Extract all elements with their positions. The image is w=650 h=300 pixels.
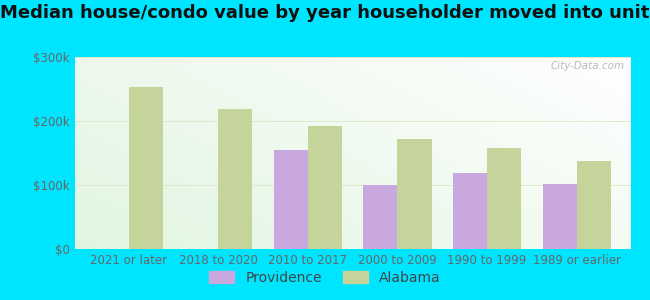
Bar: [218, 110, 252, 249]
Bar: [274, 150, 308, 249]
Bar: [129, 87, 162, 249]
Bar: [543, 184, 577, 249]
Legend: Providence, Alabama: Providence, Alabama: [204, 265, 446, 290]
Text: City-Data.com: City-Data.com: [551, 61, 625, 71]
Bar: [577, 161, 611, 249]
Bar: [453, 173, 487, 249]
Bar: [397, 139, 432, 249]
Bar: [308, 126, 342, 249]
Text: Median house/condo value by year householder moved into unit: Median house/condo value by year househo…: [0, 4, 650, 22]
Bar: [487, 148, 521, 249]
Bar: [363, 185, 397, 249]
